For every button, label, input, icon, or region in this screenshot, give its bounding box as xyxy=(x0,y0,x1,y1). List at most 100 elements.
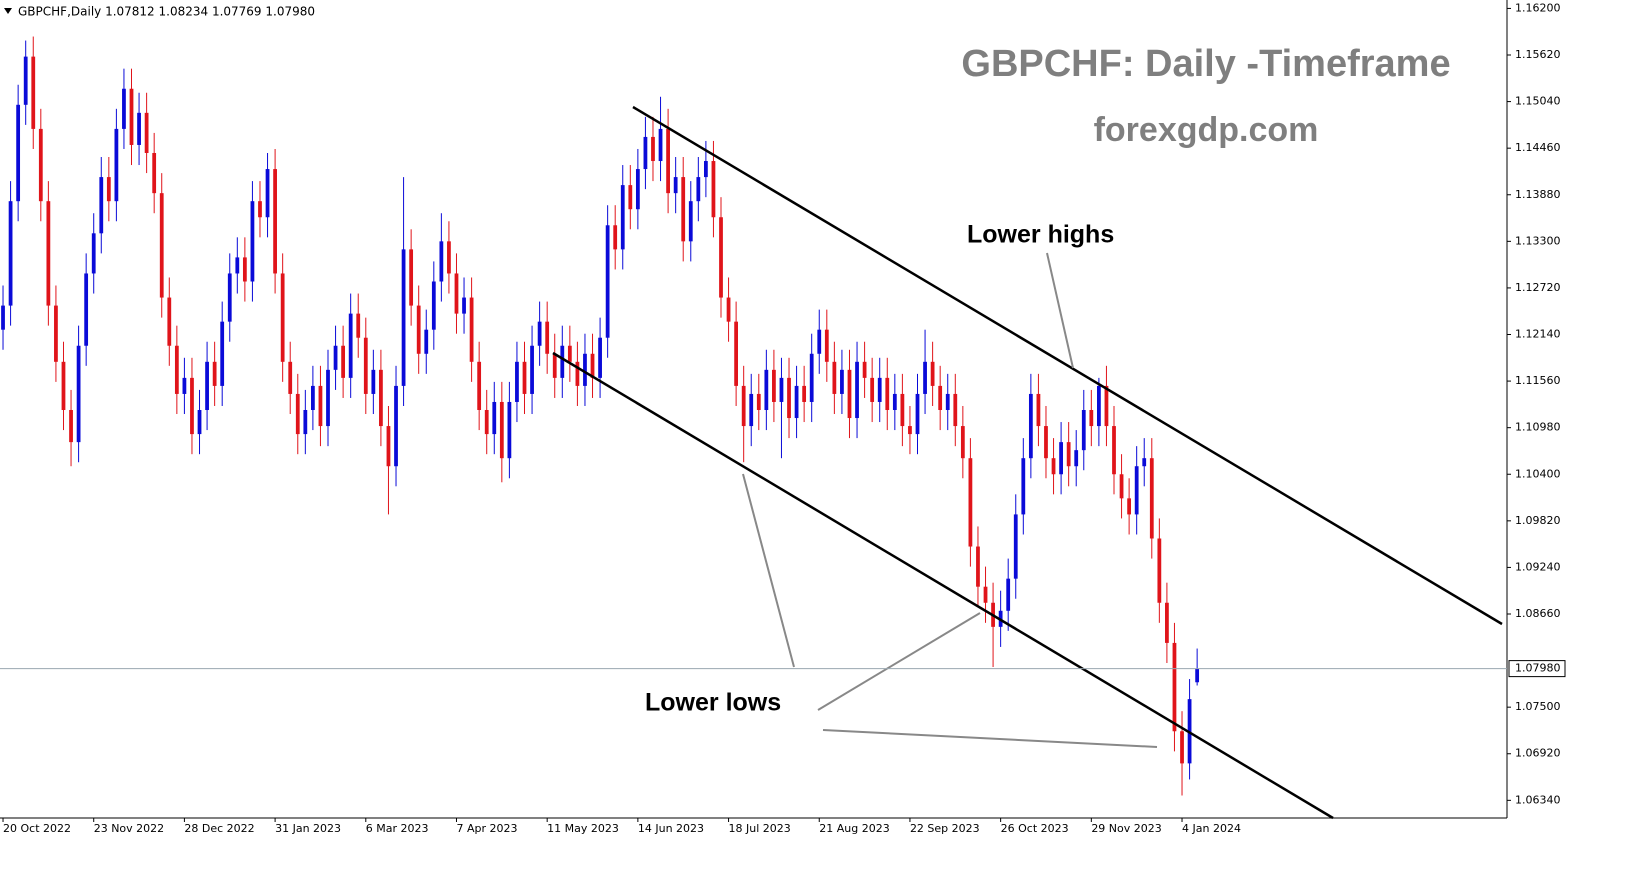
y-tick-label: 1.09820 xyxy=(1515,514,1561,527)
candle-body xyxy=(462,297,466,314)
candle-body xyxy=(953,393,958,427)
candle-body xyxy=(1074,450,1079,467)
candle-body xyxy=(915,393,920,435)
candle-body xyxy=(401,249,406,386)
candle-body xyxy=(726,297,731,322)
price-label: 1.07980 xyxy=(1515,662,1561,675)
annotation: Lower highs xyxy=(967,221,1114,249)
candle-body xyxy=(1028,393,1033,459)
candle-body xyxy=(522,361,527,394)
candle-body xyxy=(900,393,905,427)
candle-body xyxy=(46,201,51,306)
candle-body xyxy=(1142,458,1147,467)
y-tick-label: 1.16200 xyxy=(1515,1,1561,14)
candle-body xyxy=(295,393,300,435)
candle-body xyxy=(1013,514,1018,579)
candle-body xyxy=(447,241,451,274)
candle-body xyxy=(220,321,225,386)
pointer xyxy=(822,729,1158,748)
candle-body xyxy=(99,177,104,234)
x-tick-label: 22 Sep 2023 xyxy=(910,822,980,835)
y-tick-label: 1.06340 xyxy=(1515,793,1561,806)
candle-body xyxy=(908,426,912,435)
candle-body xyxy=(696,177,701,202)
candle-body xyxy=(809,353,814,402)
candle-body xyxy=(968,458,973,547)
x-tick-label: 7 Apr 2023 xyxy=(456,822,517,835)
candle-body xyxy=(802,385,807,402)
candle-body xyxy=(235,257,240,274)
candle-body xyxy=(250,201,255,282)
candle-body xyxy=(960,426,965,459)
candle-body xyxy=(764,369,769,410)
candle-body xyxy=(840,369,844,394)
y-tick-label: 1.11560 xyxy=(1515,374,1561,387)
candle-body xyxy=(681,177,686,242)
candle-body xyxy=(847,369,852,419)
chart-title: GBPCHF: Daily -Timeframe xyxy=(961,43,1450,85)
candle-body xyxy=(666,128,670,194)
header-arrow xyxy=(4,8,12,14)
candle-body xyxy=(8,201,13,306)
candle-body xyxy=(197,410,202,435)
candle-body xyxy=(741,385,746,427)
candle-body xyxy=(613,225,618,250)
candle-body xyxy=(719,217,723,298)
candle-body xyxy=(560,345,565,378)
candle-body xyxy=(983,586,988,603)
x-tick-label: 31 Jan 2023 xyxy=(275,822,341,835)
candle-body xyxy=(1127,498,1132,515)
channel-lower xyxy=(552,351,1334,820)
candle-body xyxy=(363,337,368,394)
candle-body xyxy=(1134,466,1139,515)
candle-body xyxy=(152,152,157,194)
candle-body xyxy=(1112,426,1116,475)
candle-body xyxy=(1021,458,1026,515)
candle-body xyxy=(484,410,489,435)
y-tick-label: 1.15040 xyxy=(1515,95,1561,108)
candle-body xyxy=(855,361,859,419)
candle-body xyxy=(930,361,935,386)
candle-body xyxy=(620,185,625,250)
candle-body xyxy=(310,385,315,410)
candle-body xyxy=(137,112,141,145)
x-tick-label: 6 Mar 2023 xyxy=(366,822,429,835)
candle-body xyxy=(1036,393,1041,427)
candle-body xyxy=(61,361,66,410)
y-tick-label: 1.10980 xyxy=(1515,421,1561,434)
candle-body xyxy=(212,361,217,386)
candle-body xyxy=(824,329,829,362)
candle-body xyxy=(477,361,482,410)
candle-body xyxy=(1180,731,1184,764)
candle-body xyxy=(862,361,867,378)
y-tick-label: 1.07500 xyxy=(1515,700,1561,713)
x-tick-label: 29 Nov 2023 xyxy=(1091,822,1161,835)
candle-body xyxy=(756,393,761,410)
candle-body xyxy=(772,369,776,402)
y-tick-label: 1.09240 xyxy=(1515,560,1561,573)
candle-body xyxy=(734,321,739,386)
candle-body xyxy=(537,321,542,346)
candle-body xyxy=(159,193,164,298)
candle-body xyxy=(590,353,595,378)
candle-body xyxy=(1,305,5,330)
candle-body xyxy=(1089,410,1094,427)
candle-body xyxy=(91,233,96,274)
candle-body xyxy=(515,361,519,402)
candle-body xyxy=(499,401,504,459)
candle-body xyxy=(273,169,277,274)
candle-body xyxy=(265,169,270,218)
candle-body xyxy=(635,169,640,210)
candle-body xyxy=(1006,578,1011,611)
x-tick-label: 23 Nov 2022 xyxy=(94,822,164,835)
x-tick-label: 14 Jun 2023 xyxy=(638,822,704,835)
x-tick-label: 21 Aug 2023 xyxy=(819,822,889,835)
annotation: Lower lows xyxy=(645,689,781,717)
candle-body xyxy=(643,136,648,170)
candle-body xyxy=(167,297,172,346)
candle-body xyxy=(288,361,293,394)
candle-body xyxy=(144,112,149,153)
candle-body xyxy=(76,345,81,443)
candle-body xyxy=(1051,458,1056,475)
